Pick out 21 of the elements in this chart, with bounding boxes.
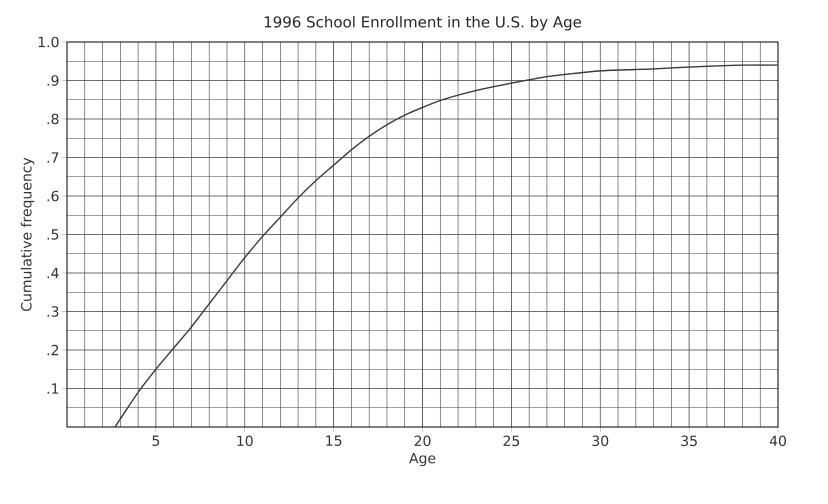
x-tick-label: 5: [152, 436, 160, 446]
y-tick-label: .3: [48, 306, 58, 317]
y-tick-label: .7: [48, 152, 58, 163]
x-axis-title: Age: [409, 452, 436, 466]
y-tick-label: .6: [48, 190, 59, 202]
x-tick-label: 20: [414, 436, 430, 446]
y-tick-label: .1: [48, 383, 58, 394]
x-tick-label: 35: [681, 436, 697, 446]
x-tick-label: 25: [503, 436, 520, 446]
y-tick-label: 1.0: [38, 36, 59, 48]
x-tick-label: 15: [326, 436, 342, 446]
y-tick-label: .8: [48, 114, 59, 124]
y-tick-label: .2: [48, 344, 58, 356]
chart-title: 1996 School Enrollment in the U.S. by Age: [264, 16, 582, 30]
x-tick-label: 30: [592, 436, 608, 446]
y-tick-label: .9: [48, 75, 58, 86]
y-tick-label: .4: [48, 268, 59, 278]
y-axis-title: Cumulative frequency: [20, 158, 34, 312]
x-tick-label: 40: [770, 436, 786, 446]
x-tick-label: 10: [237, 436, 253, 446]
y-tick-label: .5: [48, 229, 58, 240]
